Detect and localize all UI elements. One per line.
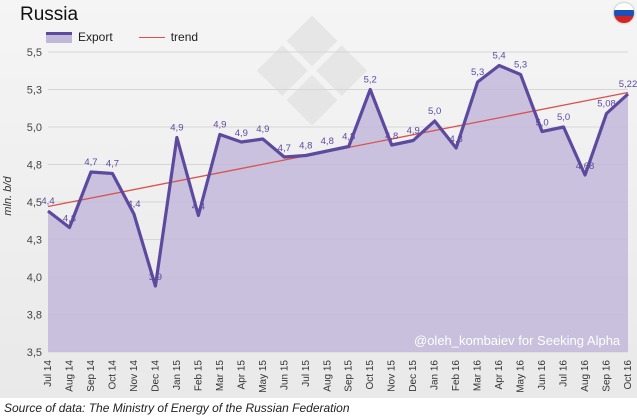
export-area (48, 65, 628, 352)
x-tick-label: Dec 15 (408, 360, 419, 392)
y-tick-label: 5,0 (27, 122, 42, 134)
x-tick-label: Jan 16 (430, 360, 441, 390)
data-label: 4,8 (385, 131, 398, 142)
x-tick-label: Oct 16 (623, 360, 634, 390)
chart-title: Russia (20, 4, 79, 25)
x-tick-label: Nov 14 (129, 360, 140, 392)
y-tick-label: 4,0 (27, 272, 42, 284)
data-label: 5,3 (471, 67, 484, 78)
background-logo (256, 15, 368, 126)
data-label: 4,9 (407, 126, 420, 137)
x-tick-label: Aug 14 (64, 360, 75, 392)
x-tick-label: May 16 (516, 360, 527, 393)
data-label: 4,9 (235, 128, 248, 139)
data-label: 4,4 (127, 199, 140, 210)
x-tick-label: Apr 15 (236, 360, 247, 390)
x-tick-label: Feb 15 (193, 360, 204, 392)
x-tick-label: Apr 16 (494, 360, 505, 390)
x-tick-label: May 15 (258, 360, 269, 393)
data-label: 4,8 (342, 132, 355, 143)
y-tick-label: 3,8 (27, 310, 42, 322)
data-label: 5,0 (535, 118, 548, 129)
legend: Export trend (46, 30, 198, 44)
export-line (47, 63, 630, 288)
data-label: 5,0 (428, 106, 441, 117)
legend-trend-swatch (138, 36, 165, 38)
x-tick-label: Oct 15 (365, 360, 376, 390)
x-tick-label: Mar 16 (473, 360, 484, 392)
x-tick-label: Dec 14 (150, 360, 161, 392)
data-label: 4,3 (63, 214, 76, 225)
russia-flag-icon (614, 3, 634, 23)
legend-export-label: Export (78, 30, 113, 44)
x-tick-label: Oct 14 (107, 360, 118, 390)
data-label: 4,7 (278, 143, 291, 154)
data-label: 4,7 (84, 157, 97, 168)
source-note: Source of data: The Ministry of Energy o… (4, 401, 350, 415)
data-label: 4,4 (41, 196, 54, 207)
data-label: 4,8 (321, 136, 334, 147)
data-label: 4,8 (450, 134, 463, 145)
data-label: 4,9 (170, 123, 183, 134)
x-tick-label: Jul 16 (559, 360, 570, 387)
x-tick-label: Aug 15 (322, 360, 333, 392)
data-label: 4,7 (106, 159, 119, 170)
x-tick-label: Jun 16 (537, 360, 548, 390)
y-tick-label: 4,3 (27, 235, 42, 247)
y-tick-label: 3,5 (27, 347, 42, 359)
data-label: 5,2 (364, 75, 377, 86)
data-label: 5,0 (557, 112, 570, 123)
legend-export-swatch (46, 31, 72, 43)
y-tick-label: 5,5 (27, 47, 42, 59)
data-label: 5,3 (514, 60, 527, 71)
data-label: 5,22 (619, 79, 637, 90)
x-tick-label: Feb 16 (451, 360, 462, 392)
x-tick-label: Nov 15 (387, 360, 398, 392)
x-tick-label: Jul 14 (43, 360, 54, 387)
data-label: 4,4 (192, 202, 205, 213)
data-label: 4,8 (299, 141, 312, 152)
y-tick-label: 5,3 (27, 85, 42, 97)
data-label: 5,4 (493, 51, 506, 62)
y-tick-label: 4,5 (27, 197, 42, 209)
watermark-annotation: @oleh_kombaiev for Seeking Alpha (414, 333, 621, 348)
x-tick-label: Jun 15 (279, 360, 290, 390)
data-label: 3,9 (149, 272, 162, 283)
x-tick-label: Aug 16 (580, 360, 591, 392)
x-tick-label: Sep 15 (344, 360, 355, 392)
x-tick-label: Jul 15 (301, 360, 312, 387)
data-label: 4,9 (213, 120, 226, 131)
chart-canvas: 3,5 3,8 4,0 4,3 4,5 4,8 5,0 5,3 5,5 Jul 14 Aug 14 S… (27, 15, 637, 393)
x-tick-label: Sep 16 (602, 360, 613, 392)
data-label: 5,08 (597, 99, 616, 110)
x-tick-label: Sep 14 (86, 360, 97, 392)
y-tick-label: 4,8 (27, 160, 42, 172)
data-label: 4,68 (576, 161, 595, 172)
data-label: 4,9 (256, 124, 269, 135)
x-tick-label: Mar 15 (215, 360, 226, 392)
x-tick-label: Jan 15 (172, 360, 183, 390)
legend-trend-label: trend (170, 30, 199, 44)
